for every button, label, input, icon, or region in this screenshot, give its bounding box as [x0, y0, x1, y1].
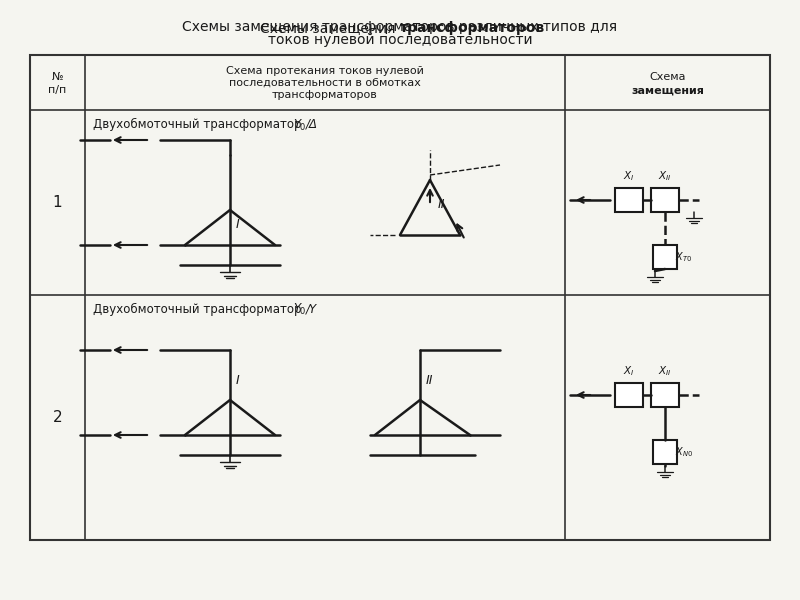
Text: $X_{II}$: $X_{II}$	[658, 364, 672, 378]
Text: /Δ: /Δ	[306, 118, 318, 130]
Text: замещения: замещения	[631, 85, 704, 95]
Bar	[653, 245, 677, 269]
Text: I: I	[236, 373, 240, 386]
Text: трансформаторов: трансформаторов	[272, 89, 378, 100]
Text: последовательности в обмотках: последовательности в обмотках	[229, 77, 421, 88]
Text: Двухобмоточный трансформатор: Двухобмоточный трансформатор	[93, 118, 309, 131]
Text: №: №	[52, 73, 63, 82]
Text: 2: 2	[53, 410, 62, 425]
Text: Y: Y	[293, 302, 300, 316]
Bar	[30, 55, 770, 540]
Bar	[615, 188, 643, 212]
Bar	[615, 383, 643, 407]
Text: Y: Y	[293, 118, 300, 130]
Text: трансформаторов: трансформаторов	[400, 21, 546, 35]
Bar	[653, 440, 677, 464]
Text: $X_{T0}$: $X_{T0}$	[675, 250, 692, 264]
Text: токов нулевой последовательности: токов нулевой последовательности	[268, 33, 532, 47]
Text: п/п: п/п	[48, 85, 66, 95]
Text: Схема протекания токов нулевой: Схема протекания токов нулевой	[226, 65, 424, 76]
Text: $X_I$: $X_I$	[623, 169, 634, 183]
Text: Схемы замещения: Схемы замещения	[260, 21, 400, 35]
Text: I: I	[236, 218, 240, 232]
Bar	[651, 383, 679, 407]
Text: 0: 0	[300, 122, 306, 131]
Bar	[651, 188, 679, 212]
Text: $X_I$: $X_I$	[623, 364, 634, 378]
Text: Схемы замещения трансформаторов различных типов для: Схемы замещения трансформаторов различны…	[182, 20, 618, 34]
Text: II: II	[438, 199, 446, 211]
Text: $X_{N0}$: $X_{N0}$	[675, 445, 693, 459]
Text: II: II	[426, 373, 434, 386]
Text: Двухобмоточный трансформатор: Двухобмоточный трансформатор	[93, 302, 309, 316]
Text: $X_{II}$: $X_{II}$	[658, 169, 672, 183]
Text: 1: 1	[53, 195, 62, 210]
Text: 0: 0	[300, 307, 306, 317]
Text: Схема: Схема	[650, 73, 686, 82]
Text: /Y: /Y	[306, 302, 317, 316]
